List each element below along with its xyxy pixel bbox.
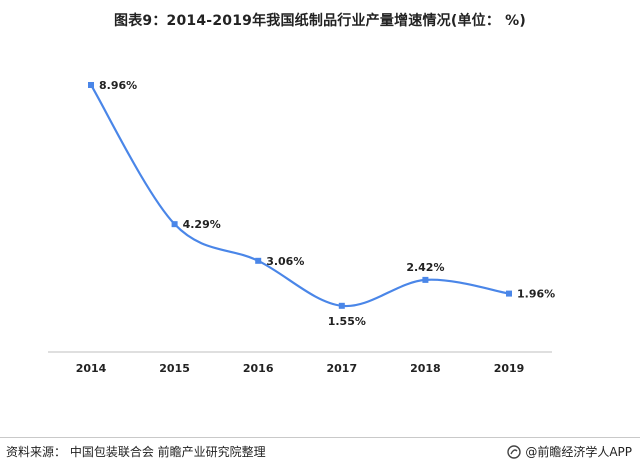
brand-label: @前瞻经济学人APP [525, 445, 632, 459]
brand-logo-icon [507, 444, 522, 459]
x-tick-2018: 2018 [410, 362, 441, 375]
data-labels: 8.96% 4.29% 3.06% 1.55% 2.42% 1.96% [99, 79, 555, 328]
footer-divider [0, 437, 640, 438]
data-label-2018: 2.42% [406, 261, 444, 274]
data-points [88, 81, 512, 309]
x-tick-2014: 2014 [76, 362, 107, 375]
data-point-2018 [422, 276, 429, 283]
series-line [89, 83, 511, 308]
x-tick-2019: 2019 [494, 362, 525, 375]
x-tick-labels: 2014 2015 2016 2017 2018 2019 [76, 362, 525, 375]
series-line-layer [89, 83, 511, 308]
data-point-2014 [88, 81, 94, 88]
line-chart: 8.96%4.29%3.06%1.55%2.42%1.96% 2014 2015 2… [48, 79, 555, 375]
data-point-2016 [255, 257, 262, 264]
data-point-2015 [171, 221, 178, 228]
x-tick-2015: 2015 [159, 362, 190, 375]
data-label-2014: 8.96% [99, 79, 137, 92]
x-tick-2017: 2017 [326, 362, 357, 375]
brand-credit: @前瞻经济学人APP [507, 443, 632, 460]
chart-title: 图表9：2014-2019年我国纸制品行业产量增速情况(单位： %) [114, 13, 526, 29]
data-point-2019 [506, 290, 512, 297]
data-label-2016: 3.06% [266, 255, 304, 268]
x-tick-2016: 2016 [243, 362, 274, 375]
data-label-2015: 4.29% [183, 218, 221, 231]
data-point-2017 [338, 302, 345, 309]
source-note: 资料来源： 中国包装联合会 前瞻产业研究院整理 [6, 445, 266, 459]
data-label-2019: 1.96% [517, 288, 555, 301]
data-label-2017: 1.55% [328, 315, 366, 328]
